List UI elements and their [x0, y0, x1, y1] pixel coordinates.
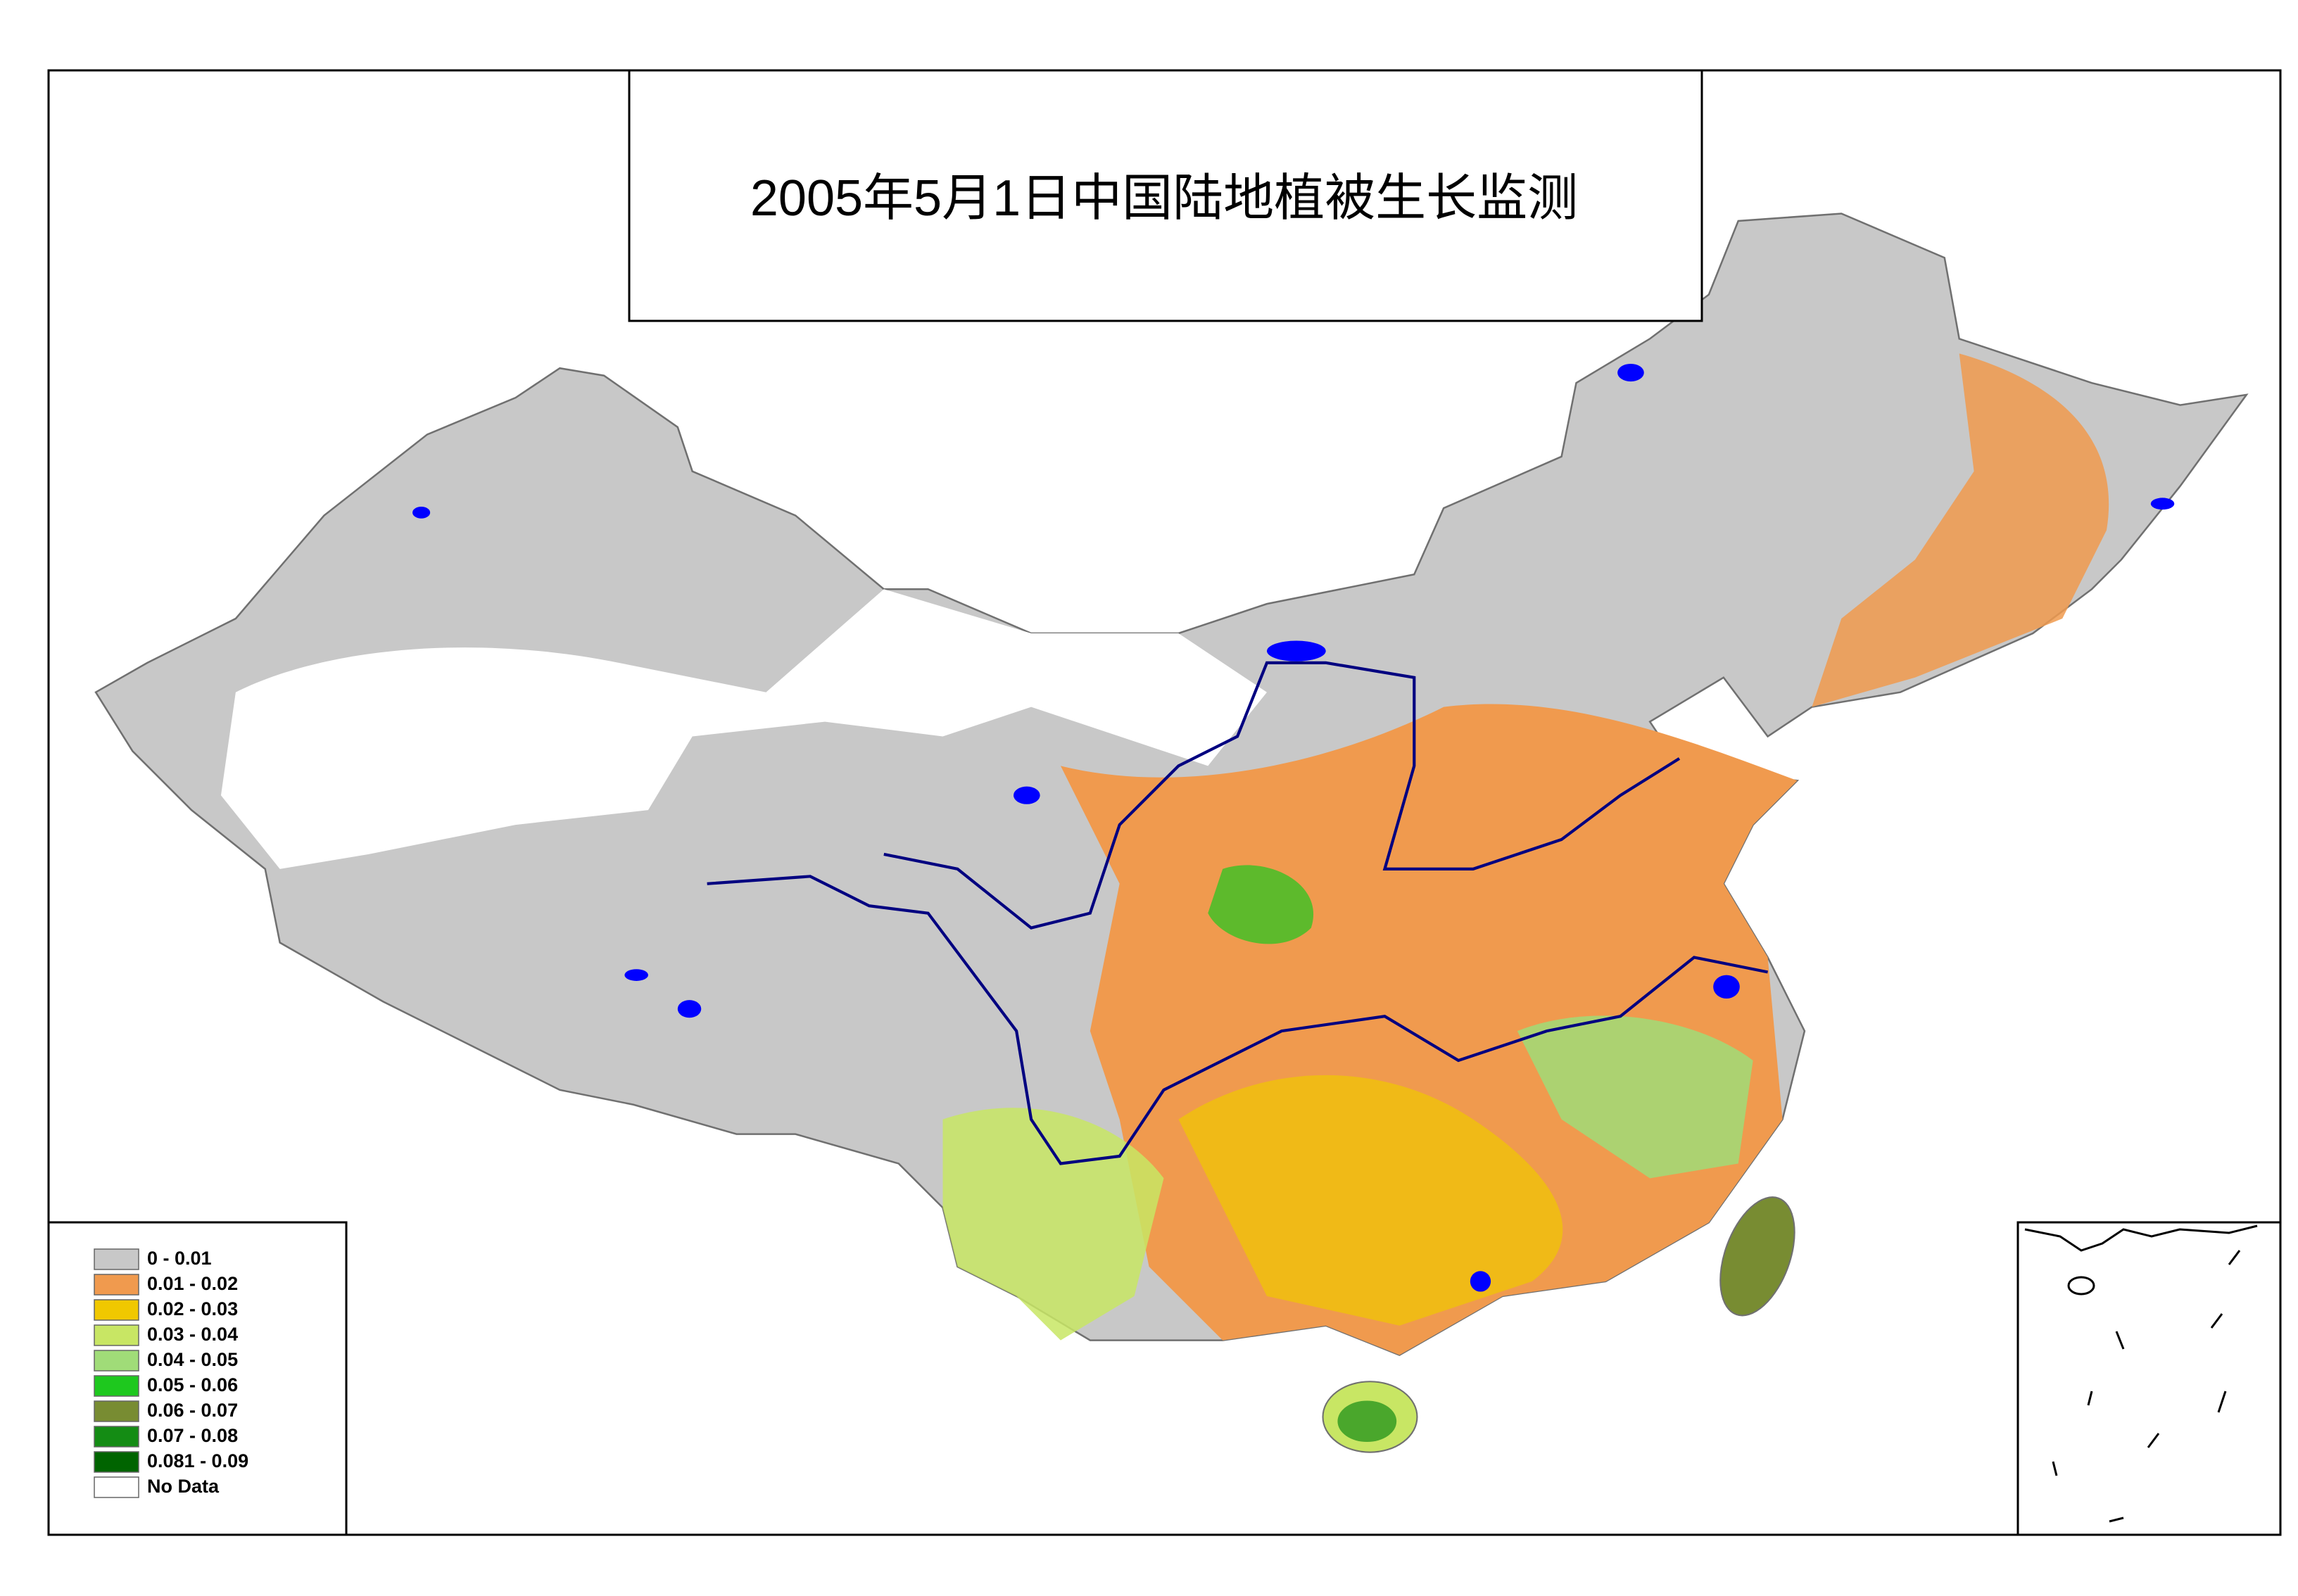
legend-label: 0.05 - 0.06	[147, 1374, 238, 1395]
legend-label: 0.02 - 0.03	[147, 1298, 238, 1319]
legend-swatch	[94, 1299, 139, 1321]
inset-box	[2016, 1221, 2282, 1536]
south-china-sea-inset	[2024, 1224, 2258, 1523]
hainan-forest	[1337, 1400, 1397, 1443]
legend-label: 0 - 0.01	[147, 1248, 212, 1269]
lake	[1470, 1271, 1491, 1292]
inset-boundary	[2115, 1331, 2125, 1350]
legend-swatch	[94, 1324, 139, 1346]
yangtze-river	[707, 875, 1769, 1165]
legend-swatch	[94, 1350, 139, 1372]
inset-boundary	[2210, 1313, 2223, 1329]
rivers	[707, 661, 1769, 1165]
legend-label: 0.01 - 0.02	[147, 1273, 238, 1294]
legend-swatch	[94, 1476, 139, 1498]
lake	[412, 506, 431, 519]
green-central-zone	[1208, 865, 1314, 944]
inset-boundary	[2087, 1391, 2093, 1406]
no-data-area	[220, 589, 1267, 869]
inset-boundary	[2217, 1391, 2227, 1413]
orange-zone-ne	[1812, 353, 2109, 707]
legend-label: 0.081 - 0.09	[147, 1450, 248, 1471]
lake	[2150, 498, 2175, 510]
legend-label: 0.07 - 0.08	[147, 1425, 238, 1446]
lake	[1013, 786, 1040, 804]
green-sw-zone	[942, 1108, 1164, 1341]
lake	[1617, 363, 1644, 382]
legend-label: 0.04 - 0.05	[147, 1349, 238, 1370]
lake	[1266, 640, 1326, 661]
lake	[1713, 975, 1740, 999]
inset-boundary	[2052, 1461, 2058, 1476]
legend-swatch	[94, 1274, 139, 1296]
inset-island	[2067, 1276, 2095, 1296]
legend-swatch	[94, 1400, 139, 1422]
lakes	[412, 363, 2175, 1292]
taiwan-island	[1719, 1196, 1795, 1317]
lake	[624, 969, 648, 981]
inset-coast	[2024, 1224, 2258, 1252]
map-title: 2005年5月1日中国陆地植被生长监测	[750, 170, 1578, 227]
legend-label: 0.03 - 0.04	[147, 1324, 238, 1345]
inset-boundary	[2109, 1516, 2124, 1523]
legend-swatch	[94, 1451, 139, 1473]
inset-boundary	[2147, 1433, 2160, 1448]
china-map	[94, 213, 2249, 1453]
legend-swatch	[94, 1375, 139, 1397]
yellow-zone	[1178, 1075, 1563, 1326]
green-light-zone	[1517, 1015, 1753, 1179]
legend-label: 0.06 - 0.07	[147, 1400, 238, 1421]
inset-boundary	[2228, 1250, 2241, 1265]
legend-swatch	[94, 1248, 139, 1270]
legend-label: No Data	[147, 1476, 220, 1497]
legend: 0 - 0.01 0.01 - 0.02 0.02 - 0.03 0.03 - 0.0…	[94, 1248, 248, 1498]
yellow-river	[883, 661, 1681, 930]
title-box	[628, 69, 1703, 322]
lake	[677, 1000, 702, 1018]
legend-swatch	[94, 1426, 139, 1448]
